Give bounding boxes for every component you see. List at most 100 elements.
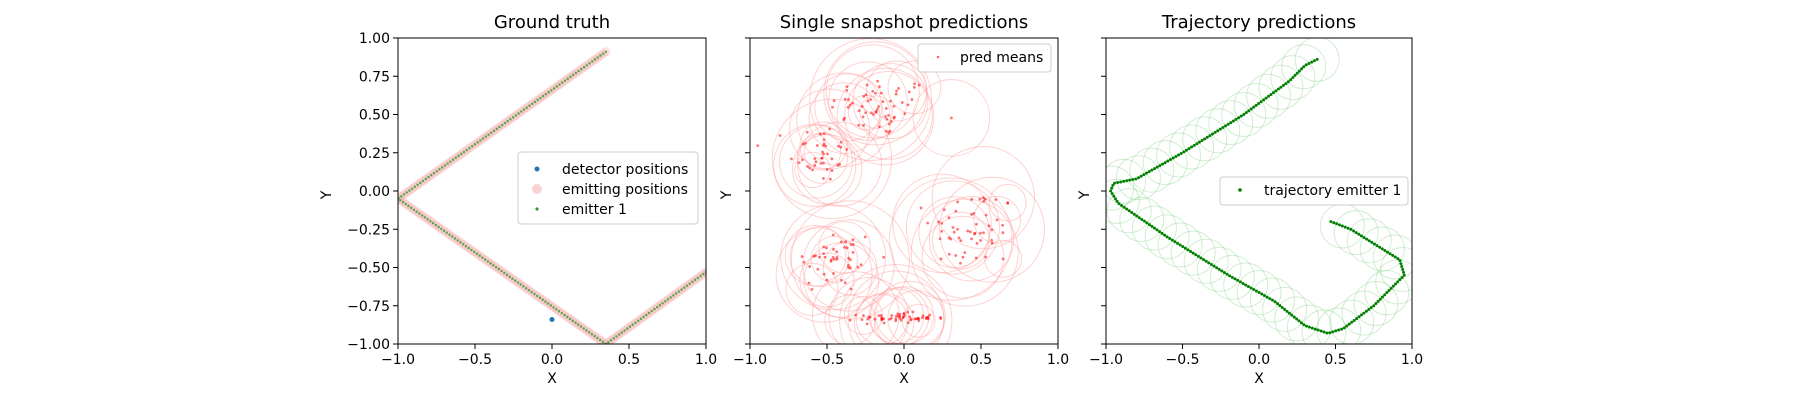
trajectory-point <box>1370 240 1374 244</box>
pred-mean-point <box>938 237 942 241</box>
x-axis-label: X <box>1254 371 1264 387</box>
emitter-1-point <box>571 73 575 77</box>
pred-mean-point <box>913 82 916 86</box>
pred-mean-point <box>797 161 801 165</box>
pred-mean-point <box>907 90 911 94</box>
pred-mean-point <box>898 316 902 320</box>
trajectory-point <box>1391 284 1395 288</box>
emitter-1-point <box>702 272 705 276</box>
emitter-1-point <box>503 271 506 275</box>
emitter-1-point <box>404 202 407 206</box>
emitter-1-point <box>699 274 702 278</box>
pred-mean-point <box>832 247 835 251</box>
trajectory-uncertainty-circle <box>1208 100 1254 146</box>
trajectory-point <box>1360 313 1364 317</box>
emitter-1-point <box>481 137 485 140</box>
emitter-1-point <box>511 277 514 280</box>
trajectory-point <box>1218 127 1222 131</box>
trajectory-point <box>1142 219 1146 223</box>
pred-mean-point <box>1001 257 1005 261</box>
pred-mean-point <box>808 166 812 170</box>
legend-marker-emitter <box>535 207 539 211</box>
pred-mean-point <box>906 310 910 314</box>
trajectory-point <box>1329 220 1333 224</box>
trajectory-point <box>1284 82 1288 86</box>
pred-mean-point <box>1001 223 1004 227</box>
emitter-1-point <box>484 135 488 138</box>
pred-mean-point <box>947 216 951 220</box>
trajectory-point <box>1187 147 1191 151</box>
trajectory-point <box>1136 176 1140 180</box>
y-tick-label: 0.00 <box>359 184 390 200</box>
emitter-1-point <box>591 60 594 63</box>
pred-mean-point <box>822 245 826 249</box>
emitter-1-point <box>490 131 493 134</box>
trajectory-uncertainty-circle <box>1209 254 1255 300</box>
emitter-1-point <box>429 220 432 223</box>
panel-trajectory: Trajectory predictions X Y −1.0 −0.5 0.0 0.… <box>1077 12 1423 387</box>
trajectory-point <box>1182 150 1186 154</box>
pred-mean-point <box>824 144 828 148</box>
trajectory-point <box>1147 170 1151 174</box>
emitter-1-point <box>498 125 501 129</box>
trajectory-point <box>1280 305 1284 309</box>
emitter-1-point <box>495 127 498 131</box>
pred-mean-point <box>811 168 814 172</box>
pred-mean-point <box>878 85 881 89</box>
trajectory-point <box>1310 60 1314 64</box>
pred-mean-point <box>954 254 958 257</box>
pred-mean-point <box>926 316 930 319</box>
pred-mean-point <box>959 239 963 243</box>
emitter-1-point <box>407 204 410 208</box>
trajectory-point <box>1110 192 1114 196</box>
emitter-1-point <box>486 260 490 263</box>
trajectory-point <box>1365 237 1369 241</box>
trajectory-point <box>1289 78 1293 82</box>
trajectory-point <box>1398 259 1402 263</box>
y-axis-label: Y <box>1077 190 1093 200</box>
emitter-1-point <box>653 307 656 311</box>
pred-mean-point <box>877 105 881 109</box>
trajectory-point <box>1372 242 1376 246</box>
trajectory-point <box>1234 117 1238 121</box>
pred-mean-point <box>844 240 848 244</box>
trajectory-uncertainty-circle <box>1144 214 1190 260</box>
trajectory-uncertainty-circle <box>1221 91 1267 137</box>
x-tick-label: 1.0 <box>695 352 717 368</box>
emitter-1-point <box>470 248 473 252</box>
emitter-1-point <box>434 223 438 227</box>
pred-mean-point <box>800 255 804 258</box>
emitter-1-point <box>563 79 567 82</box>
trajectory-point <box>1340 224 1344 228</box>
emitter-1-point <box>615 335 618 338</box>
pred-mean-point <box>870 111 873 115</box>
pred-mean-point <box>830 157 834 161</box>
pred-uncertainty-circle <box>910 198 1019 307</box>
emitter-1-point <box>620 331 624 334</box>
emitter-1-point <box>401 200 405 204</box>
trajectory-point <box>1385 291 1389 295</box>
emitter-1-point <box>454 156 458 160</box>
emitter-1-point <box>666 298 670 301</box>
pred-mean-point <box>970 237 973 241</box>
pred-mean-point <box>963 251 967 255</box>
emitter-1-point <box>642 315 645 319</box>
emitter-1-point <box>664 300 667 303</box>
pred-mean-point <box>950 116 953 120</box>
emitter-1-point <box>563 313 566 317</box>
pred-mean-point <box>890 314 894 317</box>
pred-mean-point <box>875 107 879 111</box>
trajectory-point <box>1355 317 1359 321</box>
pred-mean-point <box>861 115 865 119</box>
trajectory-uncertainty-circle <box>1274 296 1320 342</box>
emitter-1-point <box>582 327 585 330</box>
pred-uncertainty-circle <box>928 196 1015 282</box>
trajectory-point <box>1291 76 1295 80</box>
trajectory-point <box>1274 89 1278 93</box>
pred-uncertainty-circle <box>888 177 1013 301</box>
pred-mean-point <box>911 310 915 314</box>
pred-mean-point <box>892 116 896 120</box>
x-tick-label: −0.5 <box>458 352 492 368</box>
pred-mean-point <box>818 132 822 136</box>
trajectory-point <box>1125 207 1129 211</box>
